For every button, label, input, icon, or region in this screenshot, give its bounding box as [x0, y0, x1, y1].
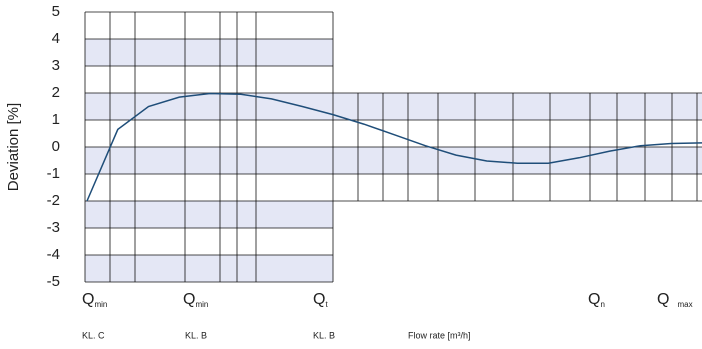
flow-label: Qt — [313, 291, 328, 309]
y-tick-label: 4 — [52, 30, 60, 47]
flow-label-sub: n — [600, 300, 604, 309]
flow-label: Qmin — [183, 291, 208, 309]
y-tick-label: -3 — [47, 219, 60, 236]
band — [85, 201, 333, 228]
flow-label: Qn — [588, 291, 605, 309]
y-tick-label: 5 — [52, 3, 60, 20]
y-tick-label: 1 — [52, 111, 60, 128]
y-tick-label: -4 — [47, 246, 60, 263]
y-tick-label: 0 — [52, 138, 60, 155]
y-axis-label: Deviation [%] — [5, 103, 22, 191]
y-tick-label: -1 — [47, 165, 60, 182]
y-tick-label: -2 — [47, 192, 60, 209]
flow-label-sub: t — [325, 300, 328, 309]
curve — [86, 92, 702, 202]
flow-label-main: Q — [183, 291, 195, 308]
flow-label-main: Q — [82, 291, 94, 308]
flow-label-main: Q — [313, 291, 325, 308]
class-label: KL. B — [185, 330, 207, 340]
band — [85, 39, 333, 66]
flow-label-sub: min — [94, 300, 107, 309]
band — [85, 147, 702, 174]
y-tick-label: 3 — [52, 57, 60, 74]
band — [85, 255, 333, 282]
flow-label-sub: max — [677, 300, 692, 309]
class-label: KL. B — [313, 330, 335, 340]
flow-label-main: Q — [657, 291, 669, 308]
class-label: KL. C — [82, 330, 105, 340]
y-tick-label: -5 — [47, 273, 60, 290]
flow-label: Qmin — [82, 291, 107, 309]
flow-label-main: Q — [588, 291, 600, 308]
flow-label-sub: min — [195, 300, 208, 309]
x-axis-label: Flow rate [m³/h] — [408, 330, 471, 340]
band — [85, 93, 702, 120]
y-tick-label: 2 — [52, 84, 60, 101]
